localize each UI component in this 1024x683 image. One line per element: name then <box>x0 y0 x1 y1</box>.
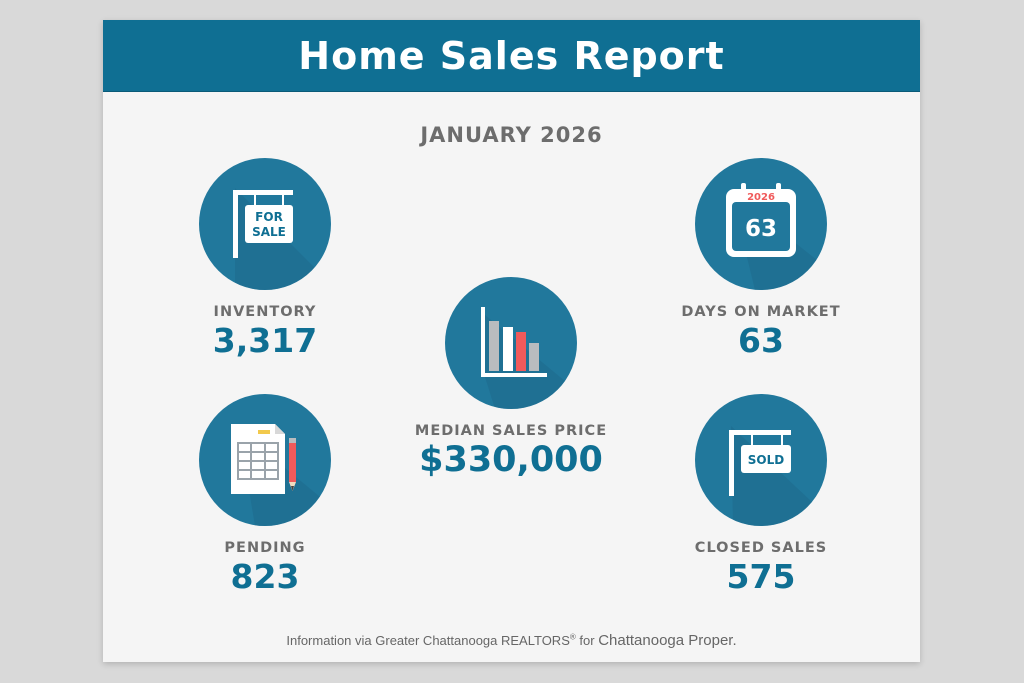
inventory-circle: FOR SALE <box>199 158 331 290</box>
sold-sign-icon: SOLD <box>729 426 827 526</box>
stat-pending: PENDING 823 <box>165 394 365 596</box>
stat-median-sales-price: MEDIAN SALES PRICE $330,000 <box>404 277 618 479</box>
days-on-market-label: DAYS ON MARKET <box>681 304 841 320</box>
report-title: Home Sales Report <box>298 34 725 78</box>
footer-place: Chattanooga Proper. <box>598 632 737 649</box>
for-sale-sign-icon: FOR SALE <box>233 188 331 290</box>
pending-label: PENDING <box>224 540 306 556</box>
report-card: Home Sales Report JANUARY 2026 FOR SALE … <box>103 20 920 662</box>
median-sales-price-circle <box>445 277 577 409</box>
median-sales-price-value: $330,000 <box>419 440 603 480</box>
days-on-market-circle: 2026 63 <box>695 158 827 290</box>
calendar-year: 2026 <box>747 192 775 203</box>
closed-sales-value: 575 <box>726 557 796 596</box>
footer-connector: for <box>575 633 599 648</box>
report-header: Home Sales Report <box>103 20 920 92</box>
median-sales-price-label: MEDIAN SALES PRICE <box>414 423 608 439</box>
footer-registered-mark: ® <box>569 632 576 642</box>
closed-sales-circle: SOLD <box>695 394 827 526</box>
footer-source: Information via Greater Chattanooga REAL… <box>286 633 570 648</box>
stat-days-on-market: 2026 63 DAYS ON MARKET 63 <box>661 158 861 360</box>
days-on-market-value: 63 <box>738 321 784 360</box>
for-sale-line2: SALE <box>252 225 286 239</box>
for-sale-line1: FOR <box>255 210 283 224</box>
report-period: JANUARY 2026 <box>420 123 603 147</box>
document-pencil-icon <box>231 424 331 526</box>
calendar-day: 63 <box>745 216 777 242</box>
footer-attribution: Information via Greater Chattanooga REAL… <box>103 632 920 649</box>
bar-chart-icon <box>481 307 577 409</box>
pending-value: 823 <box>230 557 300 596</box>
stat-closed-sales: SOLD CLOSED SALES 575 <box>661 394 861 596</box>
inventory-label: INVENTORY <box>213 304 317 320</box>
stat-inventory: FOR SALE INVENTORY 3,317 <box>165 158 365 360</box>
sold-sign-text: SOLD <box>748 453 784 467</box>
inventory-value: 3,317 <box>212 321 318 360</box>
pending-circle <box>199 394 331 526</box>
closed-sales-label: CLOSED SALES <box>694 540 828 556</box>
calendar-icon: 2026 63 <box>726 183 827 290</box>
